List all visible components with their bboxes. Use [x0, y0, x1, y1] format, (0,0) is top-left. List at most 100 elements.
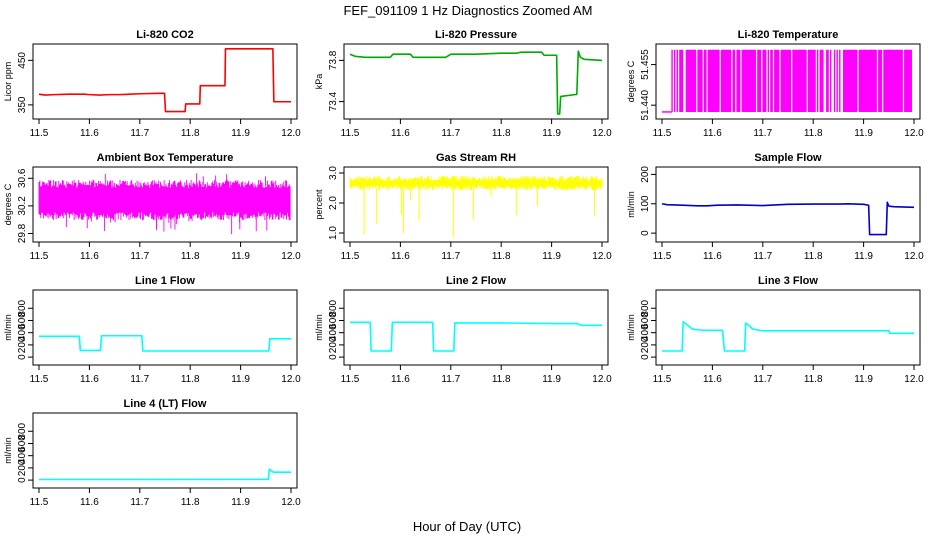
plot-frame: [343, 289, 609, 366]
x-tick-label: 11.6: [80, 374, 99, 385]
y-tick-label: 450: [17, 52, 28, 69]
y-tick-label: 200: [640, 336, 651, 353]
y-tick-label: 800: [17, 422, 28, 439]
series-line: [350, 321, 602, 352]
x-tick-label: 11.5: [653, 374, 672, 385]
y-tick-label: 51.455: [640, 49, 651, 80]
x-tick-label: 11.5: [30, 497, 49, 508]
y-tick-label: 51.440: [640, 89, 651, 120]
series-line: [38, 47, 291, 113]
plot-frame: [32, 289, 298, 366]
y-tick-label: 0: [640, 230, 651, 236]
y-tick-label: 29.8: [17, 223, 28, 243]
plot-frame: [343, 166, 609, 243]
panel-title: Li-820 Pressure: [435, 29, 517, 41]
plot-frame: [32, 43, 298, 120]
figure-title: FEF_091109 1 Hz Diagnostics Zoomed AM: [343, 3, 592, 18]
y-tick-label: 3.0: [328, 166, 339, 180]
x-tick-label: 12.0: [281, 251, 301, 262]
y-tick-label: 800: [17, 299, 28, 316]
plot-frame: [655, 166, 921, 243]
plot-area: [39, 468, 291, 481]
x-tick-label: 11.9: [231, 374, 250, 385]
panel-title: Sample Flow: [754, 152, 822, 164]
y-tick-label: 800: [328, 299, 339, 316]
chart-panel: Ambient Box Temperature 11.5 11.6 11.7 11.8 1…: [3, 152, 301, 262]
x-tick-label: 11.7: [441, 374, 460, 385]
series-line: [661, 201, 915, 236]
y-tick-label: 200: [17, 459, 28, 476]
chart-panel: Li-820 Pressure 11.5 11.6 11.7 11.8 11.9 12.0 7…: [314, 29, 612, 139]
x-tick-label: 11.5: [30, 251, 49, 262]
x-tick-label: 11.5: [653, 128, 672, 139]
series-line: [349, 50, 603, 115]
panel-title: Line 3 Flow: [758, 275, 818, 287]
plot-area: [350, 321, 602, 352]
x-tick-label: 11.9: [542, 374, 561, 385]
x-tick-label: 11.9: [231, 497, 250, 508]
y-tick-label: 600: [17, 312, 28, 329]
y-tick-label: 800: [640, 299, 651, 316]
x-tick-label: 11.7: [130, 374, 149, 385]
plot-area: [662, 320, 914, 352]
chart-panels: Li-820 CO2 11.5 11.6 11.7 11.8 11.9 12.0 350 450…: [3, 29, 924, 508]
x-tick-label: 11.8: [181, 251, 200, 262]
x-tick-label: 12.0: [281, 497, 301, 508]
chart-panel: Line 2 Flow 11.5 11.6 11.7 11.8 11.9 12.0 02004…: [314, 275, 612, 385]
x-tick-label: 11.6: [80, 128, 99, 139]
y-axis-label: ml/min: [3, 437, 13, 464]
y-tick-label: 200: [640, 166, 651, 183]
x-tick-label: 11.7: [441, 128, 460, 139]
x-tick-label: 11.9: [854, 251, 873, 262]
series-line: [662, 320, 914, 352]
y-axis-label: ml/min: [3, 314, 13, 341]
chart-panel: Line 1 Flow 11.5 11.6 11.7 11.8 11.9 12.0 02004…: [3, 275, 301, 385]
x-tick-label: 11.5: [30, 374, 49, 385]
y-tick-label: 350: [17, 96, 28, 113]
x-tick-label: 11.6: [391, 251, 410, 262]
y-tick-label: 0: [640, 354, 651, 360]
y-tick-label: 2.0: [328, 196, 339, 210]
panel-title: Li-820 Temperature: [738, 29, 839, 41]
plot-frame: [655, 43, 921, 120]
x-tick-label: 11.9: [854, 374, 873, 385]
x-tick-label: 11.7: [130, 251, 149, 262]
x-tick-label: 11.7: [130, 497, 149, 508]
panel-title: Line 4 (LT) Flow: [124, 398, 207, 410]
plot-frame: [343, 43, 609, 120]
y-tick-label: 0: [17, 354, 28, 360]
panel-title: Gas Stream RH: [436, 152, 516, 164]
y-tick-label: 30.2: [17, 196, 28, 216]
y-tick-label: 200: [328, 336, 339, 353]
y-axis-label: degrees C: [3, 183, 13, 225]
series-line: [39, 468, 291, 481]
series-trace: [38, 173, 291, 235]
plot-area: [662, 49, 912, 113]
x-tick-label: 12.0: [281, 374, 301, 385]
x-tick-label: 11.7: [130, 128, 149, 139]
y-tick-label: 600: [328, 312, 339, 329]
x-tick-label: 12.0: [904, 251, 924, 262]
plot-frame: [32, 412, 298, 489]
series-trace: [349, 175, 603, 238]
y-axis-label: ml/min: [626, 191, 636, 218]
y-tick-label: 30.6: [17, 168, 28, 188]
y-tick-label: 400: [17, 447, 28, 464]
y-tick-label: 600: [640, 312, 651, 329]
y-axis-label: ml/min: [626, 314, 636, 341]
chart-panel: Line 3 Flow 11.5 11.6 11.7 11.8 11.9 12.0 02004…: [626, 275, 924, 385]
x-tick-label: 11.5: [653, 251, 672, 262]
y-tick-label: 100: [640, 195, 651, 212]
x-tick-label: 11.6: [703, 128, 722, 139]
plot-area: [39, 334, 291, 352]
plot-frame: [32, 166, 298, 243]
y-tick-label: 200: [17, 336, 28, 353]
chart-panel: Line 4 (LT) Flow 11.5 11.6 11.7 11.8 11.9 12.0…: [3, 398, 301, 508]
x-tick-label: 11.8: [181, 128, 200, 139]
x-tick-label: 11.9: [231, 128, 250, 139]
x-tick-label: 11.7: [753, 374, 772, 385]
chart-panel: Sample Flow 11.5 11.6 11.7 11.8 11.9 12.0 0 100 2…: [626, 152, 924, 262]
figure-xlabel: Hour of Day (UTC): [413, 519, 521, 534]
panel-title: Ambient Box Temperature: [97, 152, 234, 164]
